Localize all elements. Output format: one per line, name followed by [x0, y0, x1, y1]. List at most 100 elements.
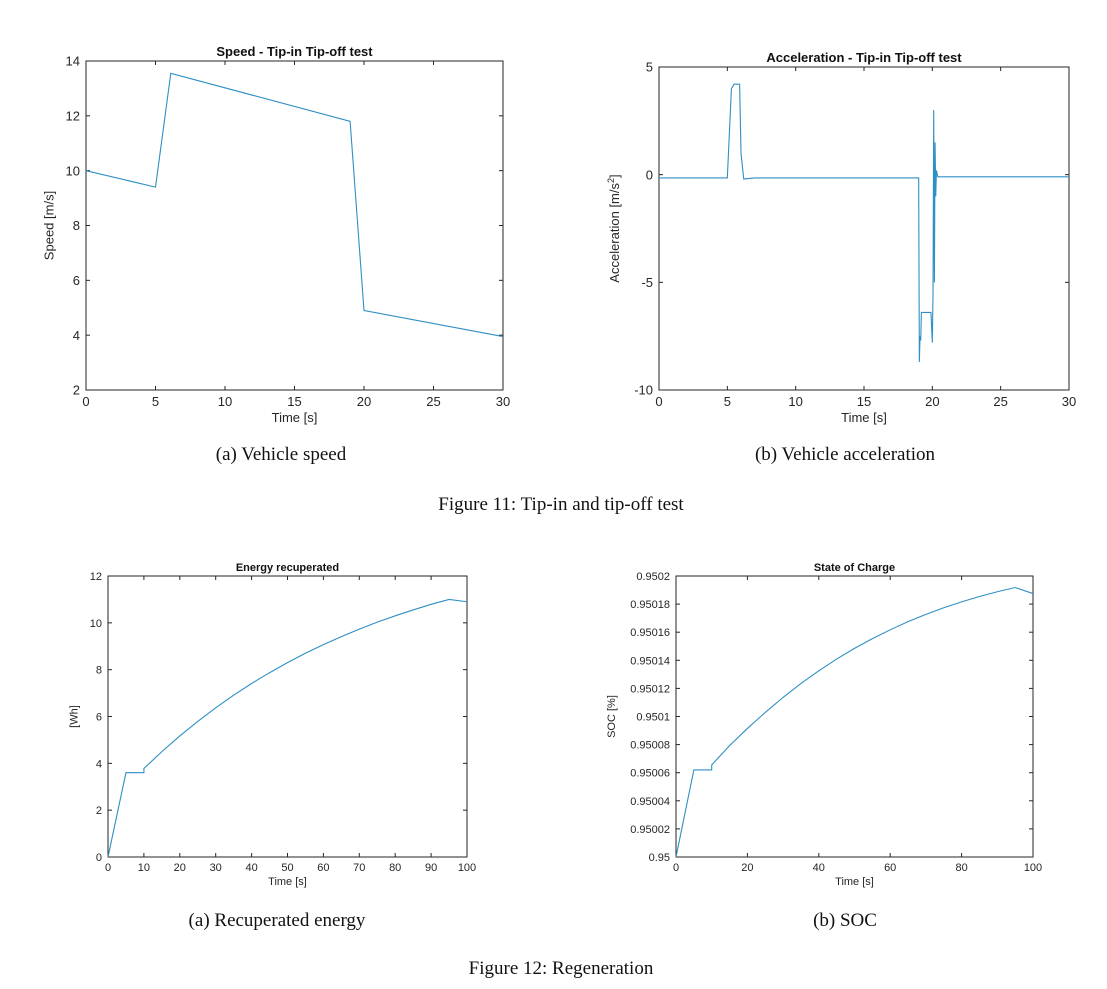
soc-chart: 0 20 40 60 80 100 0.95 0.95002 0.95004 0.95006 0.9… [560, 550, 1107, 900]
speed-svg: 0 5 10 15 20 25 30 2 4 6 8 10 12 14 Speed - Tip-in Tip… [41, 44, 510, 425]
y-axis-label-text: Speed [m/s] [41, 191, 56, 260]
energy-chart: 0 10 20 30 40 50 60 70 80 90 100 0 2 4 6 8 10 12 Energy re… [0, 550, 550, 900]
y-tick-label: 10 [90, 618, 102, 630]
x-tick-label: 30 [210, 862, 222, 874]
x-tick-label: 20 [357, 394, 371, 409]
chart-title: Acceleration - Tip-in Tip-off test [766, 50, 962, 65]
y-tick-label: 0 [96, 852, 102, 864]
x-tick-label: 25 [426, 394, 440, 409]
y-tick-label: 12 [90, 571, 102, 583]
x-tick-label: 0 [105, 862, 111, 874]
y-tick-label: 4 [96, 758, 102, 770]
y-tick-label: 2 [73, 383, 80, 398]
x-axis-label: Time [s] [835, 876, 874, 888]
x-tick-label: 10 [788, 394, 802, 409]
y-axis-label-superscript: 2 [606, 178, 616, 183]
x-axis-label: Time [s] [841, 410, 887, 425]
y-tick-label: 0.95002 [630, 824, 670, 836]
x-tick-label: 60 [317, 862, 329, 874]
caption-recuperated-energy: (a) Recuperated energy [188, 910, 366, 931]
y-tick-label: 10 [66, 163, 80, 178]
y-tick-label: 0.95016 [630, 627, 670, 639]
chart-title: State of Charge [814, 562, 895, 574]
y-tick-label: 0.9501 [636, 711, 670, 723]
y-tick-label: 6 [96, 711, 102, 723]
series-line [675, 586, 1034, 858]
plot-frame [658, 66, 1070, 391]
y-tick-label: 4 [73, 328, 80, 343]
x-tick-label: 0 [82, 394, 89, 409]
x-tick-label: 15 [857, 394, 871, 409]
y-tick-label: 5 [646, 60, 653, 75]
y-tick-label: -5 [641, 275, 653, 290]
figure-12-caption: Figure 12: Regeneration [468, 958, 654, 979]
chart-title: Speed - Tip-in Tip-off test [216, 44, 373, 59]
y-tick-label: 0.95018 [630, 599, 670, 611]
x-tick-label: 100 [1024, 862, 1042, 874]
y-tick-label: 14 [66, 54, 80, 69]
y-axis-label: Speed [m/s] [41, 191, 56, 260]
y-axis-label-text: Acceleration [m/s [607, 182, 622, 282]
caption-soc: (b) SOC [813, 910, 877, 931]
y-tick-label: 0 [646, 167, 653, 182]
plot-frame [675, 575, 1034, 858]
y-tick-label: 6 [73, 273, 80, 288]
y-axis-label-text: SOC [%] [606, 695, 618, 738]
x-tick-label: 30 [496, 394, 510, 409]
x-tick-label: 30 [1062, 394, 1076, 409]
x-tick-label: 20 [741, 862, 753, 874]
speed-chart: 0 5 10 15 20 25 30 2 4 6 8 10 12 14 Speed - Tip-in Tip… [0, 0, 550, 440]
x-tick-label: 0 [673, 862, 679, 874]
caption-vehicle-speed: (a) Vehicle speed [215, 444, 347, 465]
x-tick-label: 100 [458, 862, 476, 874]
y-axis-label-tail: ] [607, 174, 622, 178]
x-tick-label: 70 [353, 862, 365, 874]
y-axis-label: [Wh] [69, 705, 81, 728]
plot-frame [85, 60, 504, 391]
y-tick-label: 0.95008 [630, 740, 670, 752]
y-tick-label: 2 [96, 805, 102, 817]
x-tick-label: 40 [245, 862, 257, 874]
x-tick-label: 0 [655, 394, 662, 409]
series-line [107, 598, 468, 858]
x-tick-label: 10 [218, 394, 232, 409]
y-tick-label: 0.95012 [630, 683, 670, 695]
series-line [85, 72, 504, 338]
acceleration-chart: 0 5 10 15 20 25 30 -10 -5 0 5 Acceleration - Tip-in… [560, 0, 1107, 440]
x-axis-label: Time [s] [272, 410, 318, 425]
x-tick-label: 80 [955, 862, 967, 874]
x-tick-label: 50 [281, 862, 293, 874]
y-tick-label: 0.95004 [630, 796, 670, 808]
y-axis-label-text: [Wh] [69, 705, 81, 728]
plot-frame [107, 575, 468, 858]
x-tick-label: 5 [152, 394, 159, 409]
x-tick-label: 20 [174, 862, 186, 874]
x-tick-label: 10 [138, 862, 150, 874]
x-tick-label: 15 [287, 394, 301, 409]
x-tick-label: 5 [724, 394, 731, 409]
figure-11-caption: Figure 11: Tip-in and tip-off test [438, 494, 684, 515]
soc-svg: 0 20 40 60 80 100 0.95 0.95002 0.95004 0.95006 0.9… [606, 562, 1042, 888]
x-tick-label: 80 [389, 862, 401, 874]
x-tick-label: 60 [884, 862, 896, 874]
x-tick-label: 20 [925, 394, 939, 409]
y-axis-label: Acceleration [m/s2] [606, 174, 622, 282]
y-tick-label: 0.95014 [630, 655, 670, 667]
energy-svg: 0 10 20 30 40 50 60 70 80 90 100 0 2 4 6 8 10 12 Energy re… [69, 562, 476, 888]
x-tick-label: 25 [993, 394, 1007, 409]
series-line [659, 83, 1069, 363]
chart-title: Energy recuperated [236, 562, 339, 574]
y-axis-label: SOC [%] [606, 695, 618, 738]
y-tick-label: 0.9502 [636, 571, 670, 583]
y-tick-label: 12 [66, 109, 80, 124]
caption-vehicle-acceleration: (b) Vehicle acceleration [754, 444, 936, 465]
y-tick-label: -10 [634, 383, 653, 398]
acceleration-svg: 0 5 10 15 20 25 30 -10 -5 0 5 Acceleration - Tip-in… [606, 50, 1076, 425]
x-tick-label: 40 [813, 862, 825, 874]
y-tick-label: 8 [73, 218, 80, 233]
y-tick-label: 0.95006 [630, 768, 670, 780]
x-axis-label: Time [s] [268, 876, 307, 888]
x-tick-label: 90 [425, 862, 437, 874]
y-tick-label: 8 [96, 665, 102, 677]
y-tick-label: 0.95 [649, 852, 670, 864]
